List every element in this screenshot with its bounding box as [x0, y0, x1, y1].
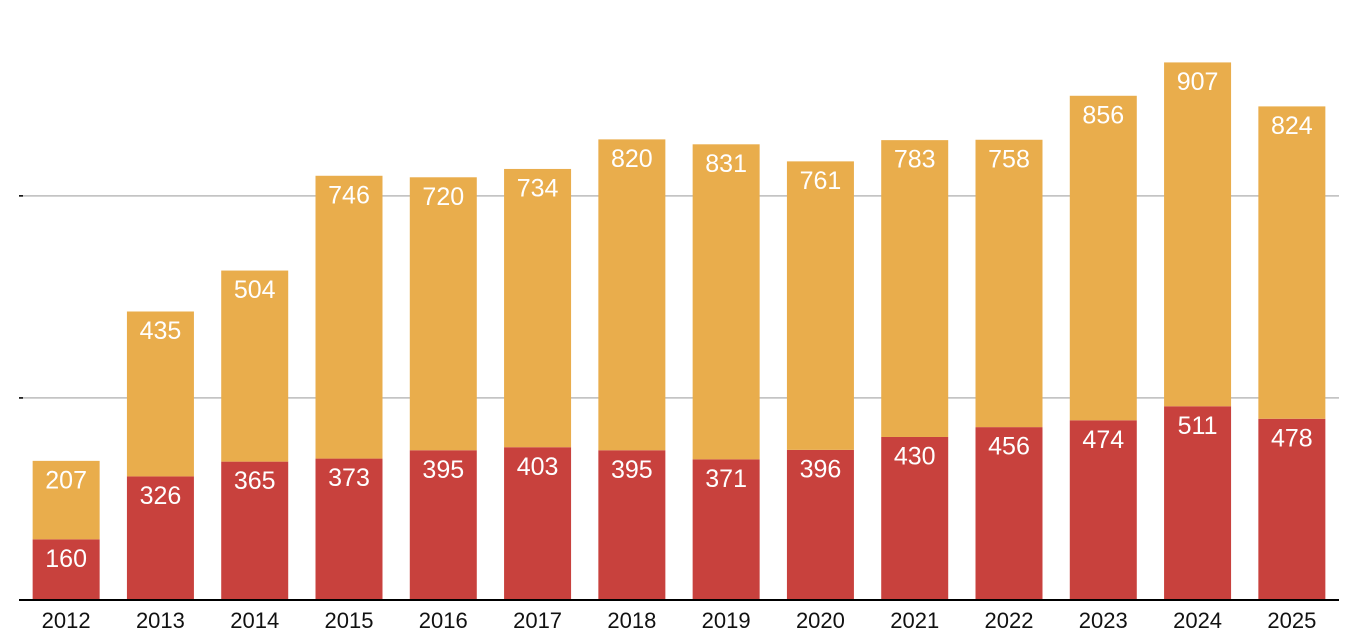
x-tick-label: 2022	[985, 608, 1034, 632]
value-label: 435	[140, 317, 182, 345]
bar-segment	[598, 450, 666, 600]
bar-segment	[975, 427, 1043, 600]
x-tick-label: 2017	[513, 608, 562, 632]
value-label: 207	[45, 466, 87, 494]
value-label: 783	[894, 146, 936, 174]
bar-segment	[881, 140, 949, 437]
bar-segment	[786, 161, 854, 450]
bar-segment	[315, 458, 383, 600]
bar-segment	[409, 177, 477, 451]
x-tick-label: 2019	[702, 608, 751, 632]
bar-segment	[221, 270, 289, 462]
value-label: 395	[422, 456, 464, 484]
x-tick-label: 2016	[419, 608, 468, 632]
bar-segment	[221, 461, 289, 600]
bar-segment	[1164, 406, 1232, 600]
value-label: 160	[45, 545, 87, 573]
bar-segment	[975, 139, 1043, 428]
value-label: 820	[611, 145, 653, 173]
x-tick-label: 2015	[325, 608, 374, 632]
bar-segment	[504, 168, 572, 448]
value-label: 478	[1271, 424, 1313, 452]
bar-segment	[1258, 106, 1326, 419]
value-label: 395	[611, 456, 653, 484]
bar-segment	[126, 476, 194, 600]
bar-segment	[32, 460, 100, 540]
value-label: 326	[140, 482, 182, 510]
bar-segment	[692, 144, 760, 460]
value-label: 734	[517, 175, 559, 203]
x-tick-label: 2020	[796, 608, 845, 632]
bar-segment	[1164, 62, 1232, 407]
value-label: 856	[1082, 101, 1124, 129]
value-label: 396	[800, 455, 842, 483]
bar-segment	[881, 436, 949, 600]
value-label: 430	[894, 443, 936, 471]
x-tick-label: 2025	[1267, 608, 1316, 632]
bar-segment	[1069, 95, 1137, 421]
bar-segment	[1069, 420, 1137, 600]
bar-segment	[409, 450, 477, 600]
value-label: 907	[1177, 68, 1219, 96]
value-label: 746	[328, 181, 370, 209]
x-tick-label: 2021	[890, 608, 939, 632]
value-label: 758	[988, 145, 1030, 173]
bar-segment	[126, 311, 194, 477]
value-label: 831	[705, 150, 747, 178]
bar-segment	[692, 459, 760, 600]
value-label: 511	[1178, 412, 1218, 440]
bar-segment	[786, 449, 854, 600]
value-label: 761	[800, 167, 842, 195]
bar-segment	[1258, 418, 1326, 600]
bar-segment	[315, 175, 383, 459]
value-label: 474	[1082, 426, 1124, 454]
x-tick-label: 2018	[607, 608, 656, 632]
bar-segment	[504, 447, 572, 600]
bar-segment	[32, 539, 100, 600]
x-tick-label: 2014	[230, 608, 279, 632]
value-label: 720	[422, 183, 464, 211]
value-label: 371	[705, 465, 747, 493]
x-tick-label: 2024	[1173, 608, 1222, 632]
value-label: 403	[517, 453, 559, 481]
x-tick-label: 2013	[136, 608, 185, 632]
x-tick-label: 2012	[42, 608, 91, 632]
value-label: 365	[234, 467, 276, 495]
value-label: 504	[234, 276, 276, 304]
value-label: 373	[328, 464, 370, 492]
bar-segment	[598, 139, 666, 451]
value-label: 824	[1271, 112, 1313, 140]
x-tick-label: 2023	[1079, 608, 1128, 632]
value-label: 456	[988, 433, 1030, 461]
